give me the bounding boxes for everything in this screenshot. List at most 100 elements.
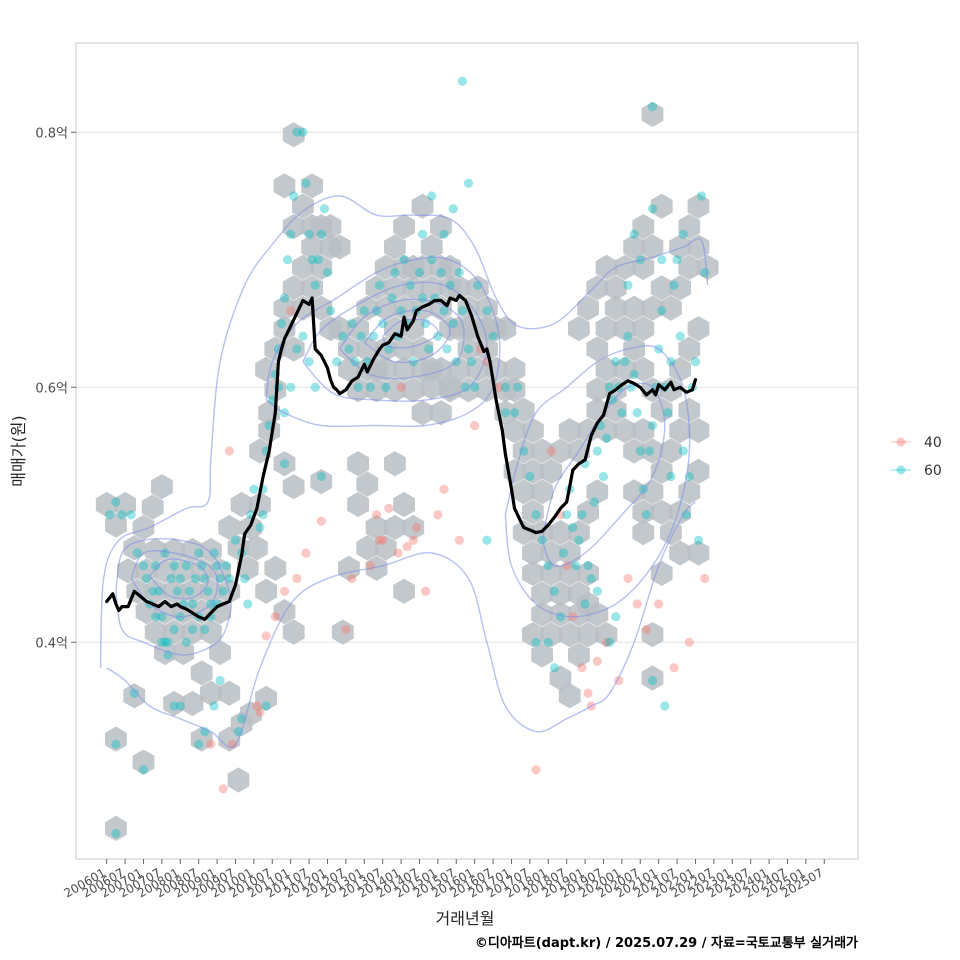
- hexbin-68: [282, 336, 305, 362]
- point-60-4: [132, 548, 142, 558]
- point-60-124: [417, 293, 428, 303]
- hexbin-213: [595, 622, 618, 648]
- hexbin-70: [282, 275, 305, 301]
- points-60-layer: [105, 76, 710, 839]
- hexbin-72: [301, 275, 323, 301]
- point-60-149: [482, 306, 492, 316]
- hexbin-239: [650, 275, 673, 301]
- point-60-225: [500, 408, 510, 418]
- point-60-29: [209, 548, 219, 558]
- hexbin-185: [558, 418, 581, 444]
- point-60-226: [513, 382, 523, 392]
- hexbin-77: [310, 254, 333, 280]
- hexbin-120: [374, 356, 397, 382]
- hexbin-269: [623, 479, 645, 505]
- density-contour-10: [504, 344, 691, 618]
- point-60-81: [304, 229, 314, 239]
- point-60-168: [583, 561, 593, 571]
- hexbin-194: [549, 520, 572, 546]
- hexbin-55: [236, 555, 259, 581]
- point-60-146: [457, 76, 467, 86]
- point-60-32: [218, 586, 228, 596]
- point-60-22: [187, 599, 198, 609]
- hexbin-261: [623, 438, 645, 464]
- density-contour-1: [115, 537, 232, 656]
- hexbin-148: [466, 275, 489, 301]
- hexbin-266: [669, 418, 691, 444]
- point-60-99: [338, 331, 348, 341]
- point-60-215: [543, 637, 553, 647]
- point-60-192: [657, 306, 667, 316]
- point-60-165: [574, 535, 584, 545]
- hexbin-94: [356, 471, 379, 497]
- point-60-17: [172, 586, 182, 596]
- point-40-17: [384, 503, 394, 513]
- point-60-205: [697, 191, 707, 201]
- point-40-3: [252, 701, 262, 711]
- point-40-19: [402, 542, 412, 552]
- hexbin-79: [282, 214, 305, 240]
- point-60-203: [690, 357, 701, 367]
- hexbin-127: [374, 295, 397, 321]
- hexbin-187: [577, 418, 599, 444]
- point-60-137: [457, 306, 467, 316]
- point-60-35: [230, 535, 241, 545]
- point-40-43: [654, 599, 664, 609]
- hexbin-249: [614, 254, 636, 280]
- hexbin-33: [200, 619, 222, 645]
- hexbin-203: [558, 560, 581, 586]
- point-40-10: [316, 516, 326, 526]
- hexbin-69: [273, 295, 296, 321]
- hexbin-35: [190, 660, 213, 686]
- hexbin-198: [586, 479, 609, 505]
- panel-border: [75, 42, 859, 860]
- point-60-184: [632, 408, 642, 418]
- hexbin-45: [190, 726, 213, 752]
- point-60-87: [322, 267, 333, 278]
- hexbin-268: [687, 418, 710, 444]
- point-60-213: [678, 229, 688, 239]
- point-60-107: [365, 382, 375, 392]
- hexbin-207: [540, 622, 563, 648]
- point-40-30: [546, 446, 556, 456]
- point-60-3: [126, 510, 136, 520]
- hexbin-30: [163, 619, 185, 645]
- density-contour-2: [130, 550, 219, 618]
- hexbin-7: [117, 558, 139, 584]
- hexbin-184: [549, 438, 572, 464]
- point-60-218: [592, 586, 602, 596]
- hexbin-280: [687, 540, 710, 566]
- hexbin-265: [660, 438, 682, 464]
- hexbin-31: [172, 639, 195, 666]
- point-60-30: [212, 561, 222, 571]
- hexbin-175: [522, 418, 544, 444]
- hexbin-152: [430, 356, 452, 382]
- point-60-134: [448, 318, 458, 329]
- hexbin-190: [512, 520, 535, 546]
- hexbin-220: [586, 377, 609, 403]
- point-40-23: [433, 510, 443, 520]
- point-40-18: [393, 548, 403, 558]
- point-60-129: [433, 331, 443, 341]
- point-60-5: [138, 561, 149, 571]
- hexbin-117: [347, 377, 369, 403]
- point-60-48: [181, 637, 191, 647]
- hexbin-154: [448, 356, 471, 382]
- point-60-84: [313, 255, 323, 265]
- density-contour-6: [302, 281, 488, 402]
- point-40-5: [261, 631, 271, 641]
- hexbin-12: [163, 537, 185, 564]
- hexbin-23: [181, 578, 204, 604]
- point-40-14: [371, 510, 382, 520]
- point-60-105: [359, 306, 369, 316]
- hexbin-139: [411, 254, 434, 280]
- hexbin-169: [439, 377, 461, 403]
- hexbin-214: [522, 622, 544, 648]
- point-60-9: [151, 612, 161, 622]
- density-contour-11: [541, 382, 666, 567]
- hexbin-237: [632, 316, 655, 342]
- point-60-222: [660, 701, 670, 711]
- density-contour-4: [106, 501, 696, 749]
- point-40-6: [270, 612, 280, 622]
